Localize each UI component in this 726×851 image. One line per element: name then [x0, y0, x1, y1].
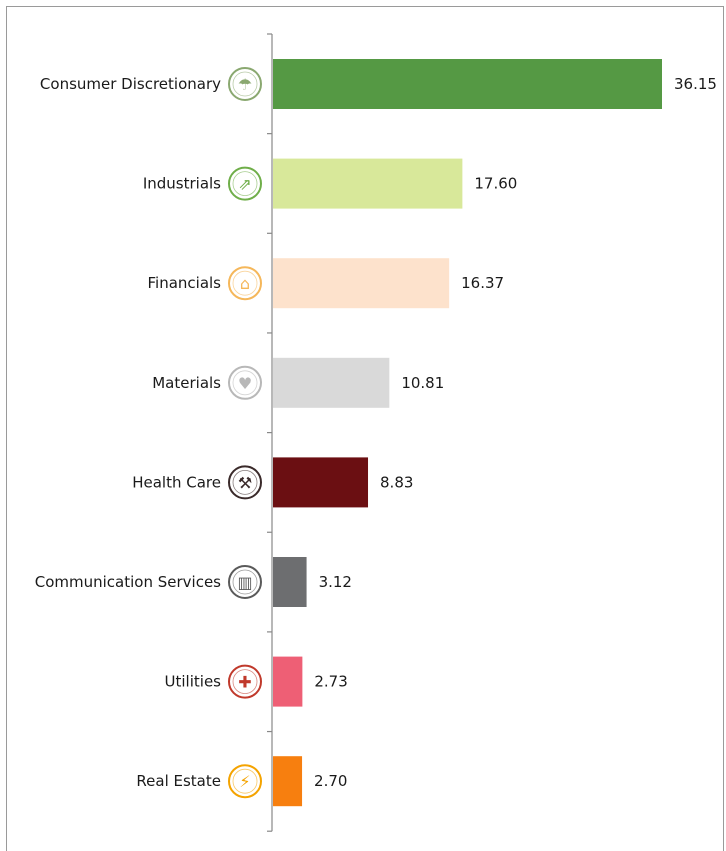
svg-text:☂: ☂	[238, 75, 252, 94]
bar	[273, 457, 369, 508]
category-label: Real Estate	[136, 772, 221, 790]
bar	[273, 557, 307, 607]
antenna-tower-icon: ⚡	[228, 764, 262, 799]
growth-hand-icon: ⇗	[228, 166, 262, 201]
bar	[273, 158, 463, 209]
data-label: 2.73	[314, 673, 347, 691]
svg-text:⌂: ⌂	[240, 274, 250, 293]
data-label: 16.37	[461, 274, 504, 292]
umbrella-icon: ☂	[228, 67, 262, 101]
worker-icon: ⚒	[228, 465, 262, 500]
category-label: Industrials	[143, 175, 221, 193]
bar	[273, 656, 303, 707]
bar	[273, 357, 390, 408]
category-label: Financials	[148, 274, 222, 292]
person-medicine-icon: ✚	[228, 664, 262, 699]
chart-frame	[6, 6, 724, 851]
bar	[273, 756, 303, 807]
bar	[273, 258, 450, 309]
city-buildings-icon: ▥	[228, 565, 262, 599]
svg-text:⚒: ⚒	[238, 473, 252, 492]
data-label: 8.83	[380, 473, 413, 491]
category-label: Consumer Discretionary	[40, 75, 221, 93]
category-label: Communication Services	[35, 573, 221, 591]
svg-text:⚡: ⚡	[239, 772, 250, 791]
category-label: Utilities	[165, 673, 222, 691]
data-label: 17.60	[474, 175, 517, 193]
data-label: 10.81	[401, 374, 444, 392]
category-label: Health Care	[132, 473, 221, 491]
data-label: 2.70	[314, 772, 347, 790]
data-label: 3.12	[319, 573, 352, 591]
svg-text:✚: ✚	[238, 673, 251, 692]
svg-text:⇗: ⇗	[238, 175, 251, 194]
svg-text:▥: ▥	[237, 573, 252, 592]
category-label: Materials	[152, 374, 221, 392]
data-label: 36.15	[674, 75, 717, 93]
factory-icon: ⌂	[228, 266, 262, 301]
bar	[273, 59, 662, 109]
heart-plus-icon: ♥	[228, 365, 262, 400]
svg-text:♥: ♥	[238, 374, 252, 393]
